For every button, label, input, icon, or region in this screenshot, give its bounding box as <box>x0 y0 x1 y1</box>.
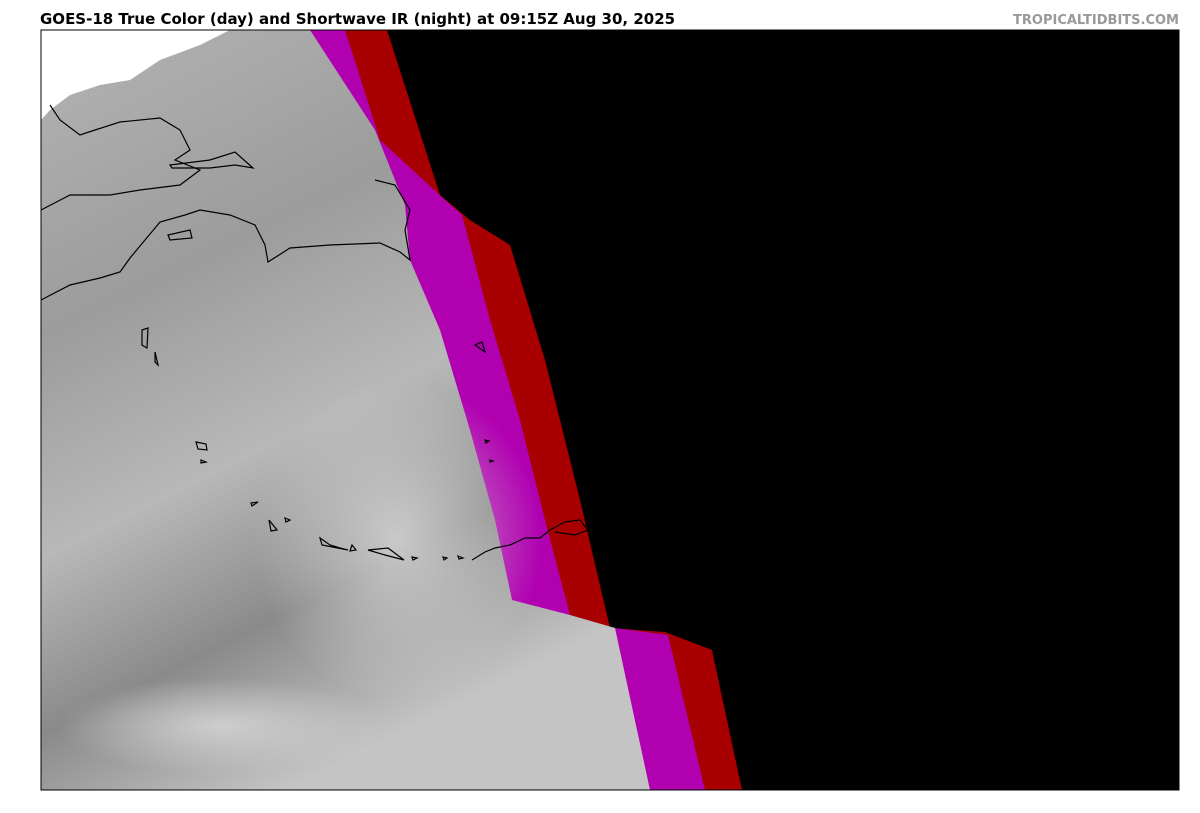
imagery <box>41 30 1179 790</box>
cloud-swirl <box>41 660 400 780</box>
blank-area <box>41 30 230 120</box>
cloud-swirl <box>200 320 560 720</box>
coastlines <box>41 104 589 561</box>
map-title: GOES-18 True Color (day) and Shortwave I… <box>40 10 675 28</box>
watermark: TROPICALTIDBITS.COM <box>1013 13 1179 28</box>
map-frame <box>40 29 1180 791</box>
